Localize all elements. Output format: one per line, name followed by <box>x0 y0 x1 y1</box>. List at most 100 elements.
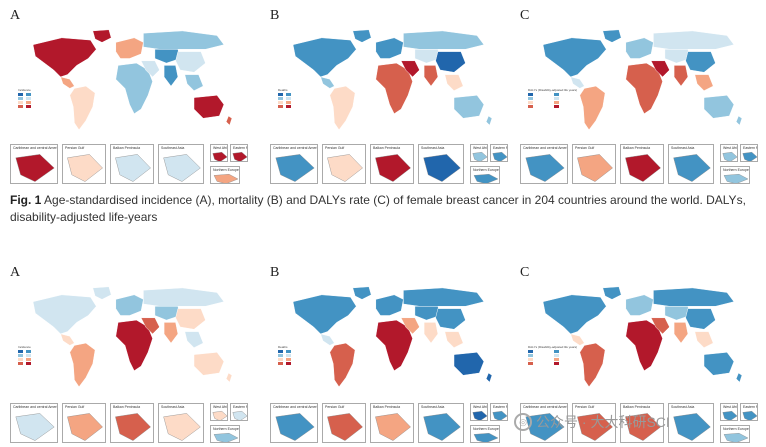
region-india <box>673 322 689 344</box>
region-china <box>175 51 206 73</box>
legend-entry <box>26 362 31 365</box>
inset-region <box>213 173 239 183</box>
inset-title: Balkan Peninsula <box>113 405 141 409</box>
inset-title: Eastern Mediterranean <box>493 405 507 409</box>
inset-title: Eastern Mediterranean <box>743 146 757 150</box>
legend-swatch <box>26 105 31 108</box>
region-central-america <box>60 333 75 346</box>
panel-label: B <box>270 8 280 23</box>
inset-region <box>232 410 247 420</box>
legend-entry <box>278 354 283 357</box>
wechat-logo-icon: ◎ <box>514 413 532 431</box>
region-europe <box>115 294 144 316</box>
inset-persian-gulf: Persian Gulf <box>322 403 366 443</box>
inset-title: Caribbean and central America <box>523 146 568 150</box>
region-nz <box>735 115 743 126</box>
inset-region <box>722 410 737 420</box>
inset-region <box>163 154 201 182</box>
legend-title: Incidence <box>18 345 31 349</box>
legend-entry <box>528 358 551 361</box>
inset-title: Northern Europe <box>213 427 239 431</box>
legend-title: Incidence <box>18 88 31 92</box>
inset-map <box>423 154 461 182</box>
legend-entry <box>278 101 283 104</box>
inset-title: Caribbean and central America <box>523 405 568 409</box>
legend-swatch <box>528 350 533 353</box>
world-choropleth-map <box>292 286 493 388</box>
legend-swatch <box>278 101 283 104</box>
legend-entry <box>26 354 31 357</box>
inset-map <box>275 413 315 441</box>
legend-swatch <box>18 362 23 365</box>
legend-swatch <box>278 93 283 96</box>
region-australia <box>453 352 485 376</box>
regional-insets: Caribbean and central America Persian Gul… <box>10 144 250 184</box>
inset-eastern-med: Eastern Mediterranean <box>740 403 758 421</box>
region-se-asia <box>184 331 204 348</box>
legend-entry <box>26 350 31 353</box>
legend-swatch <box>26 97 31 100</box>
inset-map <box>327 413 363 441</box>
region-africa <box>625 319 663 372</box>
legend-swatch <box>554 105 560 108</box>
legend-entry <box>278 97 283 100</box>
legend-swatch <box>528 362 533 365</box>
legend-entry <box>554 350 577 353</box>
inset-eastern-med: Eastern Mediterranean <box>490 144 508 162</box>
region-se-asia <box>444 331 464 348</box>
inset-map <box>15 413 55 441</box>
legend-entry <box>278 362 283 365</box>
region-middle-east <box>140 317 160 335</box>
inset-northern-europe: Northern Europe <box>470 166 500 184</box>
region-se-asia <box>694 331 714 348</box>
inset-region <box>213 432 239 442</box>
region-central-asia <box>414 49 441 64</box>
region-south-america <box>69 342 96 388</box>
inset-map <box>625 154 661 182</box>
inset-region <box>492 410 507 420</box>
inset-map <box>472 151 487 161</box>
legend-entry <box>554 105 577 108</box>
legend-entry <box>278 358 283 361</box>
legend-swatch <box>26 354 31 357</box>
inset-balkan: Balkan Peninsula <box>370 403 414 443</box>
legend-entry <box>554 354 577 357</box>
region-europe <box>375 294 404 316</box>
inset-region <box>232 151 247 161</box>
legend-entry <box>18 105 23 108</box>
inset-map <box>577 413 613 441</box>
inset-region <box>525 154 565 182</box>
legend-swatch <box>528 105 533 108</box>
region-australia <box>453 95 485 119</box>
inset-title: Eastern Mediterranean <box>233 146 247 150</box>
inset-persian-gulf: Persian Gulf <box>322 144 366 184</box>
inset-region <box>472 410 487 420</box>
inset-persian-gulf: Persian Gulf <box>572 403 616 443</box>
legend-swatch <box>18 350 23 353</box>
region-se-asia <box>444 74 464 91</box>
region-greenland <box>602 29 622 43</box>
legend-entry <box>286 101 291 104</box>
inset-title: Northern Europe <box>473 168 499 172</box>
legend-title: Deaths <box>278 88 288 92</box>
inset-caribbean: Caribbean and central America <box>520 144 568 184</box>
legend-entry <box>286 362 291 365</box>
legend-entry <box>286 97 291 100</box>
inset-region <box>723 432 749 442</box>
inset-map <box>115 413 151 441</box>
world-choropleth-map <box>542 286 743 388</box>
inset-region <box>115 413 151 441</box>
inset-region <box>212 151 227 161</box>
legend-entry <box>18 354 23 357</box>
inset-map <box>472 410 487 420</box>
inset-map <box>115 154 151 182</box>
map-legend: Deaths <box>278 88 291 108</box>
inset-title: Southeast Asia <box>421 146 445 150</box>
inset-region <box>375 154 411 182</box>
inset-region <box>673 413 711 441</box>
panel-label: B <box>270 265 280 280</box>
inset-balkan: Balkan Peninsula <box>620 403 664 443</box>
legend-swatch <box>554 358 560 361</box>
watermark: ◎ 公众号 · 大大科研SCI <box>514 412 670 432</box>
region-middle-east <box>140 60 160 78</box>
